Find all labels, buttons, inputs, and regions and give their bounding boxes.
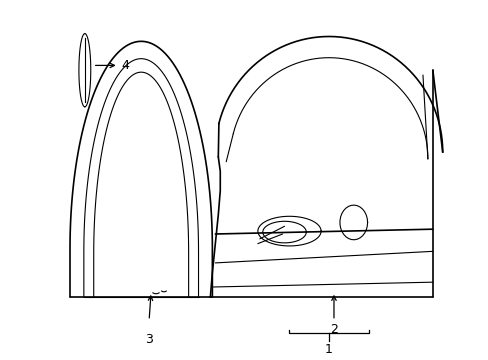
Text: 3: 3 [145,333,153,346]
Text: 1: 1 [325,343,332,356]
Text: 2: 2 [329,323,337,336]
Text: 4: 4 [95,59,129,72]
